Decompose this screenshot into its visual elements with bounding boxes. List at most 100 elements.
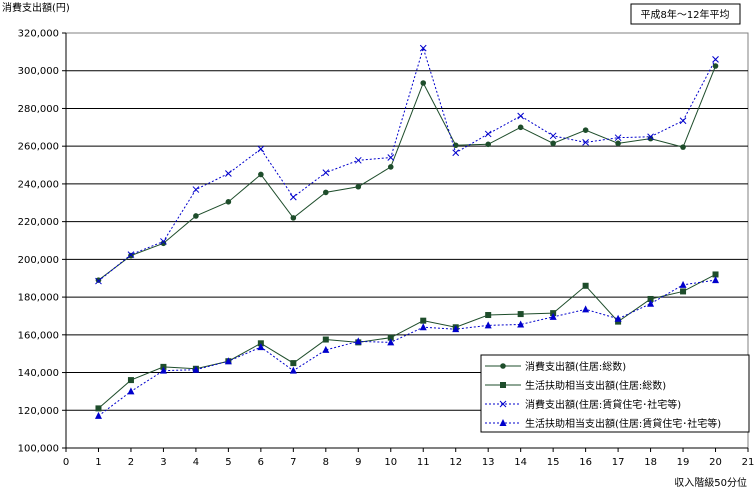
- data-point: [127, 377, 134, 384]
- series-layer: [94, 44, 720, 419]
- data-point: [355, 183, 362, 190]
- data-point: [614, 314, 622, 322]
- data-point: [712, 56, 719, 63]
- legend-entry: 生活扶助相当支出額(住居:賃貸住宅･社宅等): [485, 417, 721, 430]
- data-point: [582, 139, 589, 146]
- x-tick-label: 10: [384, 457, 397, 468]
- data-point: [582, 282, 589, 289]
- data-point: [517, 311, 524, 318]
- data-point: [354, 156, 362, 164]
- data-point: [549, 312, 557, 320]
- series-line: [98, 46, 716, 282]
- data-point: [582, 127, 589, 133]
- y-tick-label: 240,000: [18, 179, 59, 190]
- data-point: [499, 419, 507, 426]
- x-axis: 0 1 2 3 4 5 6 7 8 9 10 11 12 13 14 15 16 17 18 19 20 21: [63, 447, 754, 468]
- x-tick-label: 8: [323, 457, 329, 468]
- y-axis: 100,000 120,000 140,000 160,000 180,000 200,0…: [18, 29, 67, 455]
- data-point: [420, 80, 427, 86]
- x-tick-label: 16: [579, 457, 592, 468]
- legend-entry: 消費支出額(住居:賃貸住宅･社宅等): [485, 398, 681, 411]
- data-point: [452, 142, 459, 149]
- data-point: [550, 140, 556, 147]
- x-tick-label: 0: [63, 457, 69, 468]
- legend-label: 生活扶助相当支出額(住居:賃貸住宅･社宅等): [525, 417, 721, 430]
- x-tick-label: 21: [742, 457, 754, 468]
- data-point: [257, 145, 265, 153]
- data-point: [322, 345, 330, 353]
- data-point: [419, 323, 427, 331]
- data-point: [615, 140, 621, 147]
- data-point: [95, 405, 102, 412]
- data-point: [582, 305, 590, 313]
- legend-label: 消費支出額(住居:賃貸住宅･社宅等): [525, 398, 681, 411]
- legend-entry: 消費支出額(住居:総数): [485, 360, 626, 373]
- data-point: [712, 276, 720, 284]
- legend-box: [480, 354, 750, 433]
- y-tick-label: 120,000: [18, 406, 59, 417]
- data-point: [225, 170, 232, 177]
- x-axis-title: 収入階級50分位: [674, 476, 747, 489]
- data-point: [484, 130, 492, 138]
- data-point: [712, 63, 719, 69]
- x-tick-label: 13: [482, 457, 495, 468]
- data-point: [499, 400, 507, 408]
- data-point: [679, 117, 687, 125]
- data-point: [680, 288, 687, 295]
- data-point: [387, 154, 395, 161]
- data-point: [192, 186, 200, 193]
- data-point: [128, 252, 134, 259]
- y-tick-label: 260,000: [18, 142, 59, 153]
- data-point: [500, 382, 506, 388]
- data-point: [192, 365, 200, 373]
- data-point: [517, 320, 525, 328]
- data-point: [159, 366, 167, 374]
- x-tick-label: 5: [225, 457, 231, 468]
- x-tick-label: 3: [160, 457, 166, 468]
- data-point: [647, 299, 655, 307]
- data-point: [420, 317, 427, 324]
- data-point: [712, 271, 719, 278]
- data-point: [95, 277, 102, 285]
- data-point: [647, 133, 654, 141]
- data-point: [160, 238, 167, 245]
- data-point: [387, 338, 395, 346]
- data-point: [680, 144, 686, 150]
- data-point: [322, 336, 329, 343]
- data-point: [127, 387, 135, 395]
- x-tick-label: 20: [709, 457, 722, 468]
- data-point: [484, 321, 492, 329]
- x-tick-label: 11: [417, 457, 430, 468]
- data-point: [387, 164, 394, 170]
- data-point: [679, 280, 687, 288]
- y-tick-label: 220,000: [18, 217, 59, 228]
- x-tick-label: 19: [677, 457, 690, 468]
- data-point: [323, 189, 329, 196]
- data-point: [614, 134, 622, 142]
- series-1: [95, 63, 719, 283]
- data-point: [257, 343, 265, 351]
- data-point: [95, 277, 102, 283]
- period-note: 平成8年～12年平均: [640, 8, 729, 21]
- gridlines: [66, 70, 748, 411]
- x-tick-label: 14: [514, 457, 527, 468]
- data-point: [549, 132, 557, 140]
- data-point: [452, 149, 460, 157]
- data-point: [224, 357, 232, 365]
- x-tick-label: 12: [449, 457, 462, 468]
- series-3: [95, 44, 719, 285]
- x-tick-label: 2: [128, 457, 134, 468]
- y-tick-label: 140,000: [18, 368, 59, 379]
- x-tick-label: 7: [290, 457, 296, 468]
- data-point: [485, 141, 491, 148]
- x-tick-label: 9: [355, 457, 361, 468]
- y-tick-label: 200,000: [18, 255, 59, 266]
- x-tick-label: 15: [547, 457, 560, 468]
- data-point: [500, 363, 506, 369]
- data-point: [160, 240, 167, 247]
- x-tick-label: 1: [95, 457, 101, 468]
- data-point: [647, 295, 654, 302]
- data-point: [517, 112, 525, 120]
- series-4: [94, 276, 720, 419]
